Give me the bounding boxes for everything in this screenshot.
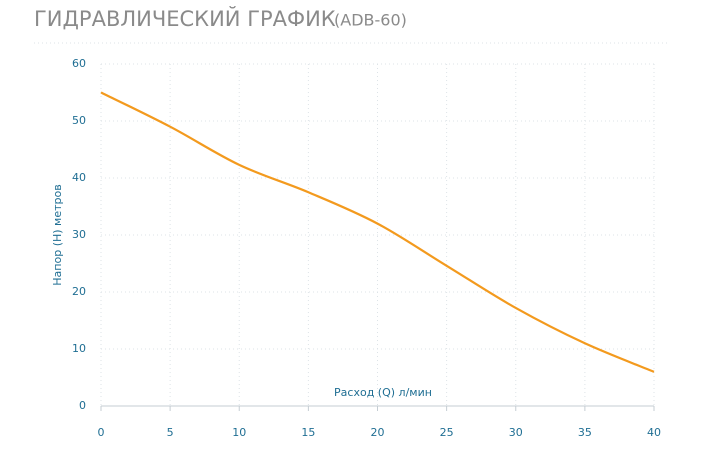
y-tick-label: 30 (72, 228, 86, 241)
chart-title: ГИДРАВЛИЧЕСКИЙ ГРАФИК (34, 6, 336, 31)
x-tick-label: 15 (301, 426, 315, 439)
x-tick-label: 5 (167, 426, 174, 439)
chart-subtitle: (ADB-60) (334, 11, 407, 30)
x-tick-label: 40 (647, 426, 661, 439)
x-tick-label: 0 (98, 426, 105, 439)
line-series (100, 91, 655, 373)
y-tick-label: 60 (72, 57, 86, 70)
y-tick-label: 50 (72, 114, 86, 127)
x-tick-label: 35 (578, 426, 592, 439)
x-tick-label: 30 (509, 426, 523, 439)
y-tick-label: 0 (79, 399, 86, 412)
y-tick-label: 40 (72, 171, 86, 184)
x-axis-label: Расход (Q) л/мин (334, 386, 432, 399)
y-tick-label: 20 (72, 285, 86, 298)
x-tick-label: 20 (371, 426, 385, 439)
x-tick-label: 25 (440, 426, 454, 439)
x-tick-label: 10 (232, 426, 246, 439)
y-tick-label: 10 (72, 342, 86, 355)
y-axis-label: Напор (H) метров (51, 184, 64, 285)
